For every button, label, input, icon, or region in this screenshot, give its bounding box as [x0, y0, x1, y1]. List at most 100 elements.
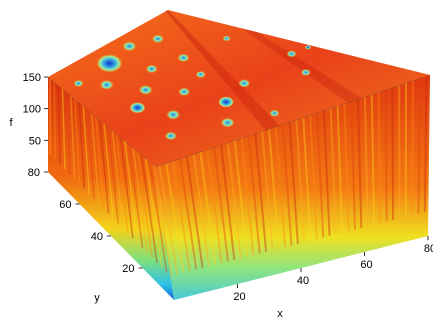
left-face-streak — [119, 137, 134, 239]
y-axis-tick-label: 40 — [91, 231, 103, 243]
anomaly-blob — [122, 41, 137, 52]
right-face-streak — [302, 117, 312, 241]
right-face-streak — [295, 119, 306, 243]
anomaly-blob — [145, 64, 158, 74]
anomaly-blob — [99, 79, 114, 90]
axes-group: 20 40 60 80 20 40 60 80 50 100 150 — [23, 72, 433, 303]
anomaly-blob — [178, 87, 191, 97]
left-face-streak — [53, 82, 57, 160]
left-face-streak — [149, 161, 168, 273]
right-face-streak — [391, 87, 395, 220]
right-face-streak — [343, 103, 350, 232]
left-face-streak — [140, 154, 158, 263]
left-face-streak — [95, 116, 105, 209]
anomaly-blob — [151, 34, 164, 43]
f-axis-tick-label: 50 — [29, 135, 41, 147]
y-axis-label: y — [94, 292, 100, 304]
f-axis-tick-label: 100 — [23, 104, 41, 116]
left-side-face — [48, 77, 174, 300]
anomaly-blob — [222, 35, 231, 42]
left-face-streak — [90, 113, 100, 204]
right-face-streak — [254, 133, 268, 252]
x-axis-tick-label: 20 — [233, 291, 245, 303]
x-axis-tick-label: 80 — [424, 243, 433, 255]
left-face-streak — [61, 89, 66, 170]
right-face-streak — [268, 128, 280, 249]
x-axis-tick-label: 60 — [360, 259, 372, 271]
right-face-streak — [350, 101, 356, 230]
top-band — [241, 28, 362, 103]
right-face-streak — [370, 94, 376, 225]
left-face-streak — [107, 127, 120, 224]
f-axis-tick-label: 150 — [23, 72, 41, 84]
anomaly-blob — [166, 109, 181, 120]
left-face-streak — [124, 140, 139, 244]
y-axis-tick-label: 60 — [59, 199, 71, 211]
right-face-streak — [172, 161, 191, 272]
left-face-streak — [103, 123, 115, 219]
anomaly-blob — [177, 53, 190, 63]
anomaly-blob — [269, 109, 280, 117]
right-face-streak — [220, 145, 236, 260]
left-face-streak — [99, 120, 110, 214]
left-face-streak — [111, 130, 124, 229]
right-face-streak — [288, 122, 299, 244]
right-face-streak — [384, 89, 388, 222]
left-face-streak — [136, 151, 153, 258]
anomaly-blob — [195, 70, 206, 78]
right-face-streak — [206, 149, 223, 264]
right-face-streak — [363, 96, 369, 227]
anomaly-blob — [286, 50, 297, 58]
right-face-streak — [281, 124, 293, 246]
left-face-streak — [86, 109, 95, 199]
right-face-streak — [315, 112, 325, 238]
anomaly-blob — [96, 54, 123, 73]
right-face-streak — [165, 163, 185, 273]
left-face-streak — [57, 85, 61, 165]
right-face-streak — [192, 154, 210, 267]
left-face-streak — [115, 134, 129, 234]
top-band — [165, 10, 280, 131]
left-face-streak — [132, 147, 149, 254]
right-face-streak — [199, 151, 217, 265]
x-axis-label: x — [277, 308, 283, 320]
right-face-streak — [247, 135, 261, 254]
anomaly-blob — [300, 68, 311, 76]
right-face-streak — [309, 115, 318, 240]
right-face-streak — [336, 106, 344, 233]
anomaly-blob — [238, 79, 251, 88]
anomaly-blob — [129, 102, 146, 114]
right-face-streak — [274, 126, 287, 248]
y-axis-tick-label: 20 — [122, 263, 134, 275]
right-face-streak — [240, 138, 255, 256]
left-face-streak — [128, 144, 144, 249]
left-face-streak — [82, 106, 90, 194]
right-face-streak — [377, 92, 382, 224]
right-face-streak — [226, 142, 242, 259]
left-face-streak — [74, 99, 81, 185]
right-face-streak — [423, 76, 428, 212]
right-face-streak — [213, 147, 229, 262]
top-edge — [47, 74, 431, 168]
anomaly-blob — [164, 131, 177, 141]
right-side-face — [156, 75, 430, 300]
anomaly-blob — [138, 85, 153, 95]
anomaly-blob — [218, 96, 235, 108]
y-axis-tick-label: 80 — [28, 167, 40, 179]
anomaly-blob — [73, 79, 84, 87]
right-face-streak — [261, 131, 274, 251]
right-face-streak — [329, 108, 337, 235]
f-axis-label: f — [9, 117, 13, 129]
left-face-streak — [153, 165, 173, 278]
right-face-streak — [322, 110, 331, 236]
anomaly-blob — [220, 117, 235, 128]
right-face-streak — [233, 140, 249, 257]
left-face-streak — [78, 102, 86, 189]
right-face-streak — [178, 158, 198, 270]
right-face-streak — [411, 80, 414, 216]
right-face-streak — [357, 99, 363, 228]
left-face-streak — [65, 92, 71, 175]
volume-faces — [47, 10, 431, 300]
x-axis-tick-label: 40 — [297, 275, 309, 287]
